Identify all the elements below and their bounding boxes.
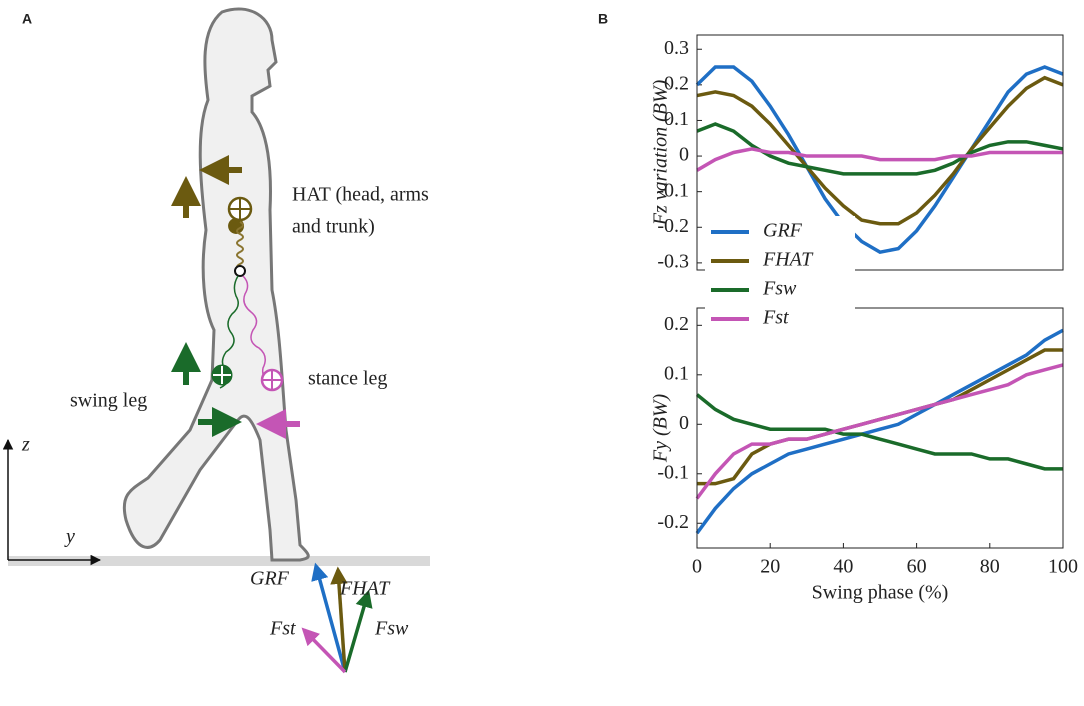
legend-label: Fst [762,307,789,329]
hat-com-cross [229,198,251,220]
st-vector [301,627,347,674]
y-axis-label: Fy (BW) [650,394,672,464]
series-line [695,363,1064,500]
sw-label: Fsw [374,618,409,640]
swing-com-cross [213,366,231,384]
hat-label: FHAT [339,578,391,600]
y-tick-label: -0.3 [657,250,689,272]
y-tick-label: -0.1 [657,461,689,483]
stance-com-cross [263,371,281,389]
sw-vector [343,589,373,673]
panel-label: A [22,11,32,27]
grf-label: GRF [250,568,290,590]
panel-a: A HAT (head, arms and trunk) swing leg s… [2,7,430,674]
series-line [695,328,1064,535]
series-line [697,348,1063,486]
st-label: Fst [269,618,296,640]
y-tick-label: 0.2 [664,72,689,94]
ground [8,556,430,566]
hat-label: and trunk) [292,216,375,238]
y-axis-label: Fz variation (BW) [650,79,672,226]
y-tick-label: -0.2 [657,511,689,533]
series-line [695,393,1063,471]
legend-label: GRF [763,220,803,242]
series-line [696,147,1063,172]
x-axis-label: Swing phase (%) [812,582,949,604]
hat-label: HAT (head, arms [292,184,429,206]
stance-leg-label: stance leg [308,368,387,390]
panel-b: 0.30.20.10-0.1-0.2-0.3Fz variation (BW)0… [650,34,1078,604]
y-tick-label: -0.2 [657,215,689,237]
x-tick-label: 20 [760,556,780,578]
hip-joint [234,265,246,277]
y-tick-label: 0.1 [664,108,689,130]
series-line [695,65,1064,255]
x-tick-label: 60 [907,556,927,578]
plot-frame [696,307,1064,549]
legend-label: FHAT [762,249,814,271]
x-tick-label: 80 [980,556,1000,578]
y-tick-label: 0.1 [664,362,689,384]
x-tick-label: 100 [1048,556,1078,578]
z-axis-label: z [21,434,30,456]
panel-label: B [598,11,608,27]
x-tick-label: 0 [692,556,702,578]
hat-spring [236,221,244,272]
series-line [696,75,1064,226]
swing-leg-label: swing leg [70,390,147,412]
y-tick-label: 0 [679,144,689,166]
legend-label: Fsw [762,278,797,300]
legend: GRF FHAT Fsw Fst [705,216,855,340]
x-tick-label: 40 [833,556,853,578]
body-silhouette [122,7,310,562]
y-axis-label: y [64,526,75,548]
plot-frame [696,34,1064,271]
hat-vector [330,566,348,673]
y-tick-label: 0.2 [664,313,689,335]
grf-vector [311,562,347,673]
y-tick-label: 0 [679,412,689,434]
y-tick-label: -0.1 [657,179,689,201]
stance-spring [242,275,272,385]
y-tick-label: 0.3 [664,37,689,59]
